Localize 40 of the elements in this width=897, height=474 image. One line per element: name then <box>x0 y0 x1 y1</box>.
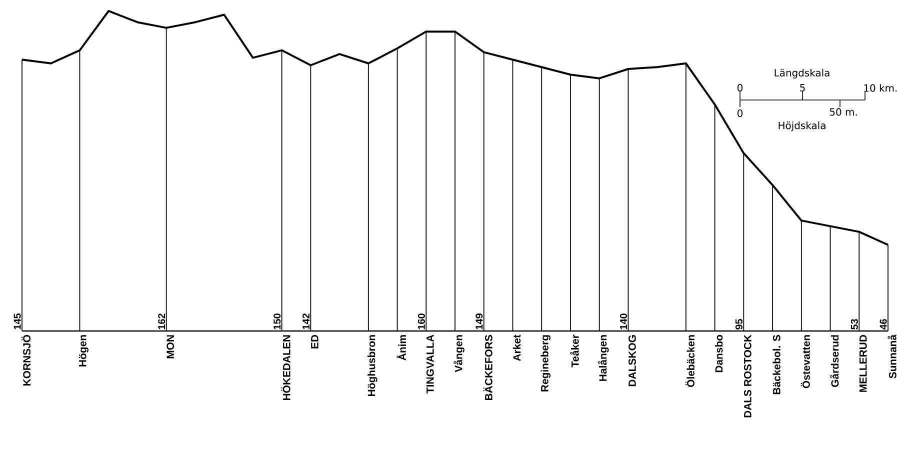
x-tick-label: Halången <box>598 335 609 381</box>
data-label: 160 <box>418 314 425 330</box>
x-tick-label: DALSKOG <box>628 335 636 386</box>
annotation: 50 m. <box>830 108 857 116</box>
x-tick-label: Sunnanå <box>888 334 896 378</box>
x-tick-label: Bäckebol. S <box>772 334 780 394</box>
data-label: 53 <box>850 319 858 330</box>
x-tick-label: DALS ROSTOCK <box>744 334 752 418</box>
data-label: 145 <box>14 313 21 330</box>
x-tick-label: HÖKEDALEN <box>281 335 290 400</box>
x-tick-label: TINGVALLA <box>426 334 434 394</box>
x-tick-label: MON <box>166 335 174 358</box>
x-tick-label: Ölebäcken <box>685 335 694 387</box>
x-tick-label: ED <box>311 334 318 348</box>
x-tick-label: Arket <box>512 334 521 361</box>
data-label: 150 <box>274 314 281 330</box>
data-label: 46 <box>880 319 887 330</box>
data-label: 149 <box>476 314 483 330</box>
x-tick-label: KORNSJÖ <box>22 334 31 386</box>
annotation: Längdskala <box>774 68 830 78</box>
data-label: 140 <box>620 314 628 330</box>
x-tick-label: Ånim <box>396 335 406 360</box>
x-tick-label: Vången <box>454 335 464 372</box>
x-tick-label: Höghusbron <box>368 335 378 396</box>
annotation: 10 km. <box>864 84 897 92</box>
annotation: Höjdskala <box>778 122 826 132</box>
data-label: 162 <box>158 314 166 330</box>
x-tick-label: Regineberg <box>540 335 551 392</box>
x-tick-label: Gårdserud <box>830 335 839 387</box>
x-tick-label: Teåker <box>570 334 579 368</box>
x-tick-label: BÄCKEFORS <box>483 334 492 400</box>
annotation: 0 <box>737 84 743 92</box>
data-label: 142 <box>302 314 310 330</box>
x-tick-label: Dansbo <box>714 334 723 372</box>
x-tick-label: Högen <box>79 335 88 366</box>
annotation: 0 <box>737 109 743 118</box>
data-label: 95 <box>735 318 742 330</box>
x-tick-label: MELLERUD <box>860 334 867 392</box>
annotation: 5 <box>800 84 805 92</box>
x-tick-label: Östevatten <box>800 335 810 388</box>
